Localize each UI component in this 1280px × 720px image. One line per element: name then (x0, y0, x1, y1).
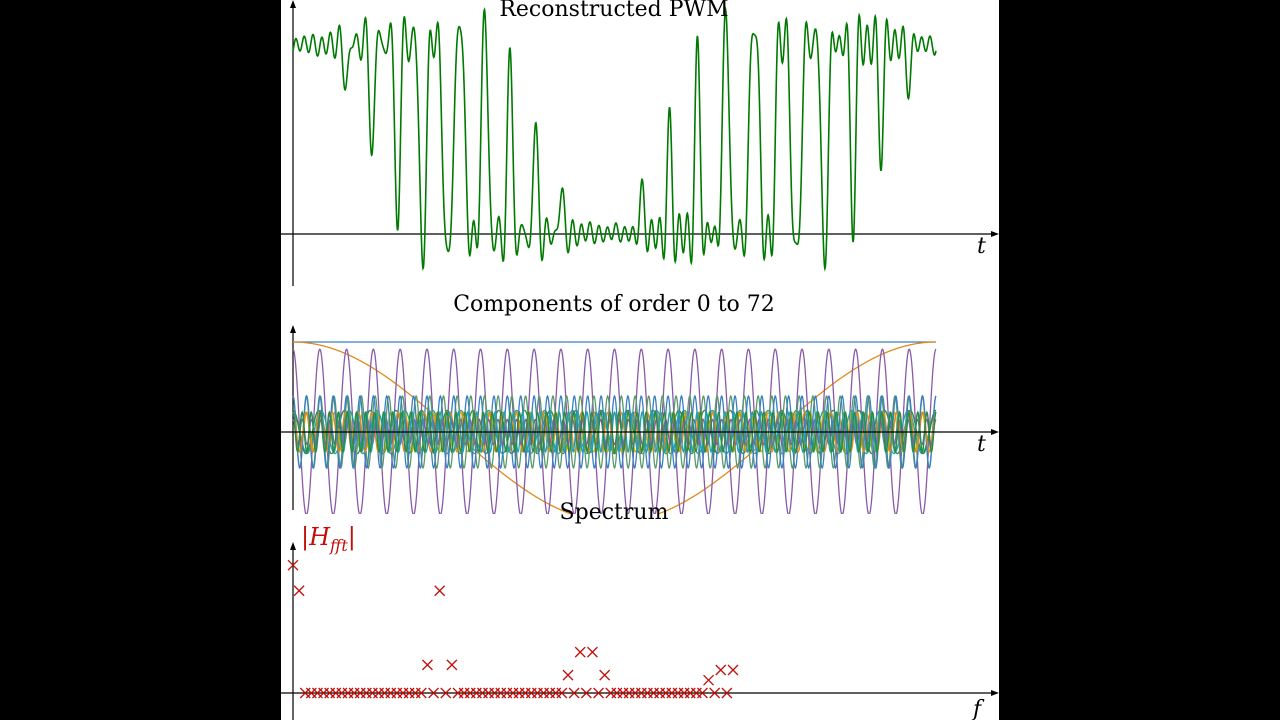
spectrum-marker-45 (562, 669, 574, 681)
spectrum-y-label: |Hfft| (301, 523, 356, 555)
spectrum-y-label-close: | (348, 523, 356, 552)
component-order-47-line (292, 394, 937, 470)
figure-svg: Reconstructed PWM t Components of order … (281, 0, 999, 720)
spectrum-x-label: f (971, 697, 985, 720)
pwm-y-arrow-icon (290, 0, 296, 8)
spectrum-marker-24 (434, 585, 446, 597)
spectrum-marker-49 (586, 646, 598, 658)
spectrum-marker-1 (293, 585, 305, 597)
components-x-arrow-icon (991, 429, 999, 435)
spectrum-marker-72 (727, 664, 739, 676)
spectrum-marker-22 (421, 659, 433, 671)
spectrum-marker-50 (593, 687, 605, 699)
component-order-48-line (292, 394, 937, 470)
spectrum-marker-51 (599, 669, 611, 681)
spectrum-marker-67 (696, 687, 708, 699)
spectrum-marker-26 (446, 659, 458, 671)
pwm-x-arrow-icon (991, 231, 999, 237)
spectrum-marker-68 (703, 674, 715, 686)
spectrum-title: Spectrum (560, 500, 669, 525)
pwm-panel: Reconstructed PWM t (281, 0, 999, 286)
pwm-x-label: t (977, 234, 986, 259)
component-order-70-line (292, 410, 937, 454)
spectrum-marker-21 (415, 687, 427, 699)
pwm-waveform (292, 6, 937, 272)
component-order-71-line (292, 410, 937, 454)
spectrum-panel: Spectrum |Hfft| f (281, 500, 999, 720)
components-y-arrow-icon (290, 325, 296, 333)
spectrum-y-label-sub: fft (329, 536, 348, 555)
components-panel: Components of order 0 to 72 t (281, 292, 999, 514)
spectrum-marker-48 (580, 687, 592, 699)
spectrum-marker-44 (556, 687, 568, 699)
spectrum-marker-0 (287, 559, 299, 571)
components-series-group (292, 341, 937, 514)
spectrum-marker-71 (721, 687, 733, 699)
spectrum-y-label-main: |H (301, 523, 331, 552)
spectrum-y-arrow-icon (290, 542, 296, 550)
spectrum-markers (287, 559, 739, 699)
spectrum-marker-23 (428, 687, 440, 699)
components-title: Components of order 0 to 72 (453, 292, 775, 317)
components-x-label: t (977, 432, 986, 457)
spectrum-x-arrow-icon (991, 690, 999, 696)
spectrum-marker-69 (709, 687, 721, 699)
component-order-24-line (292, 348, 937, 514)
component-order-1-line (293, 341, 936, 514)
spectrum-marker-47 (574, 646, 586, 658)
spectrum-marker-46 (568, 687, 580, 699)
spectrum-marker-25 (440, 687, 452, 699)
figure-canvas: Reconstructed PWM t Components of order … (281, 0, 999, 720)
pwm-title: Reconstructed PWM (499, 0, 728, 22)
spectrum-marker-70 (715, 664, 727, 676)
